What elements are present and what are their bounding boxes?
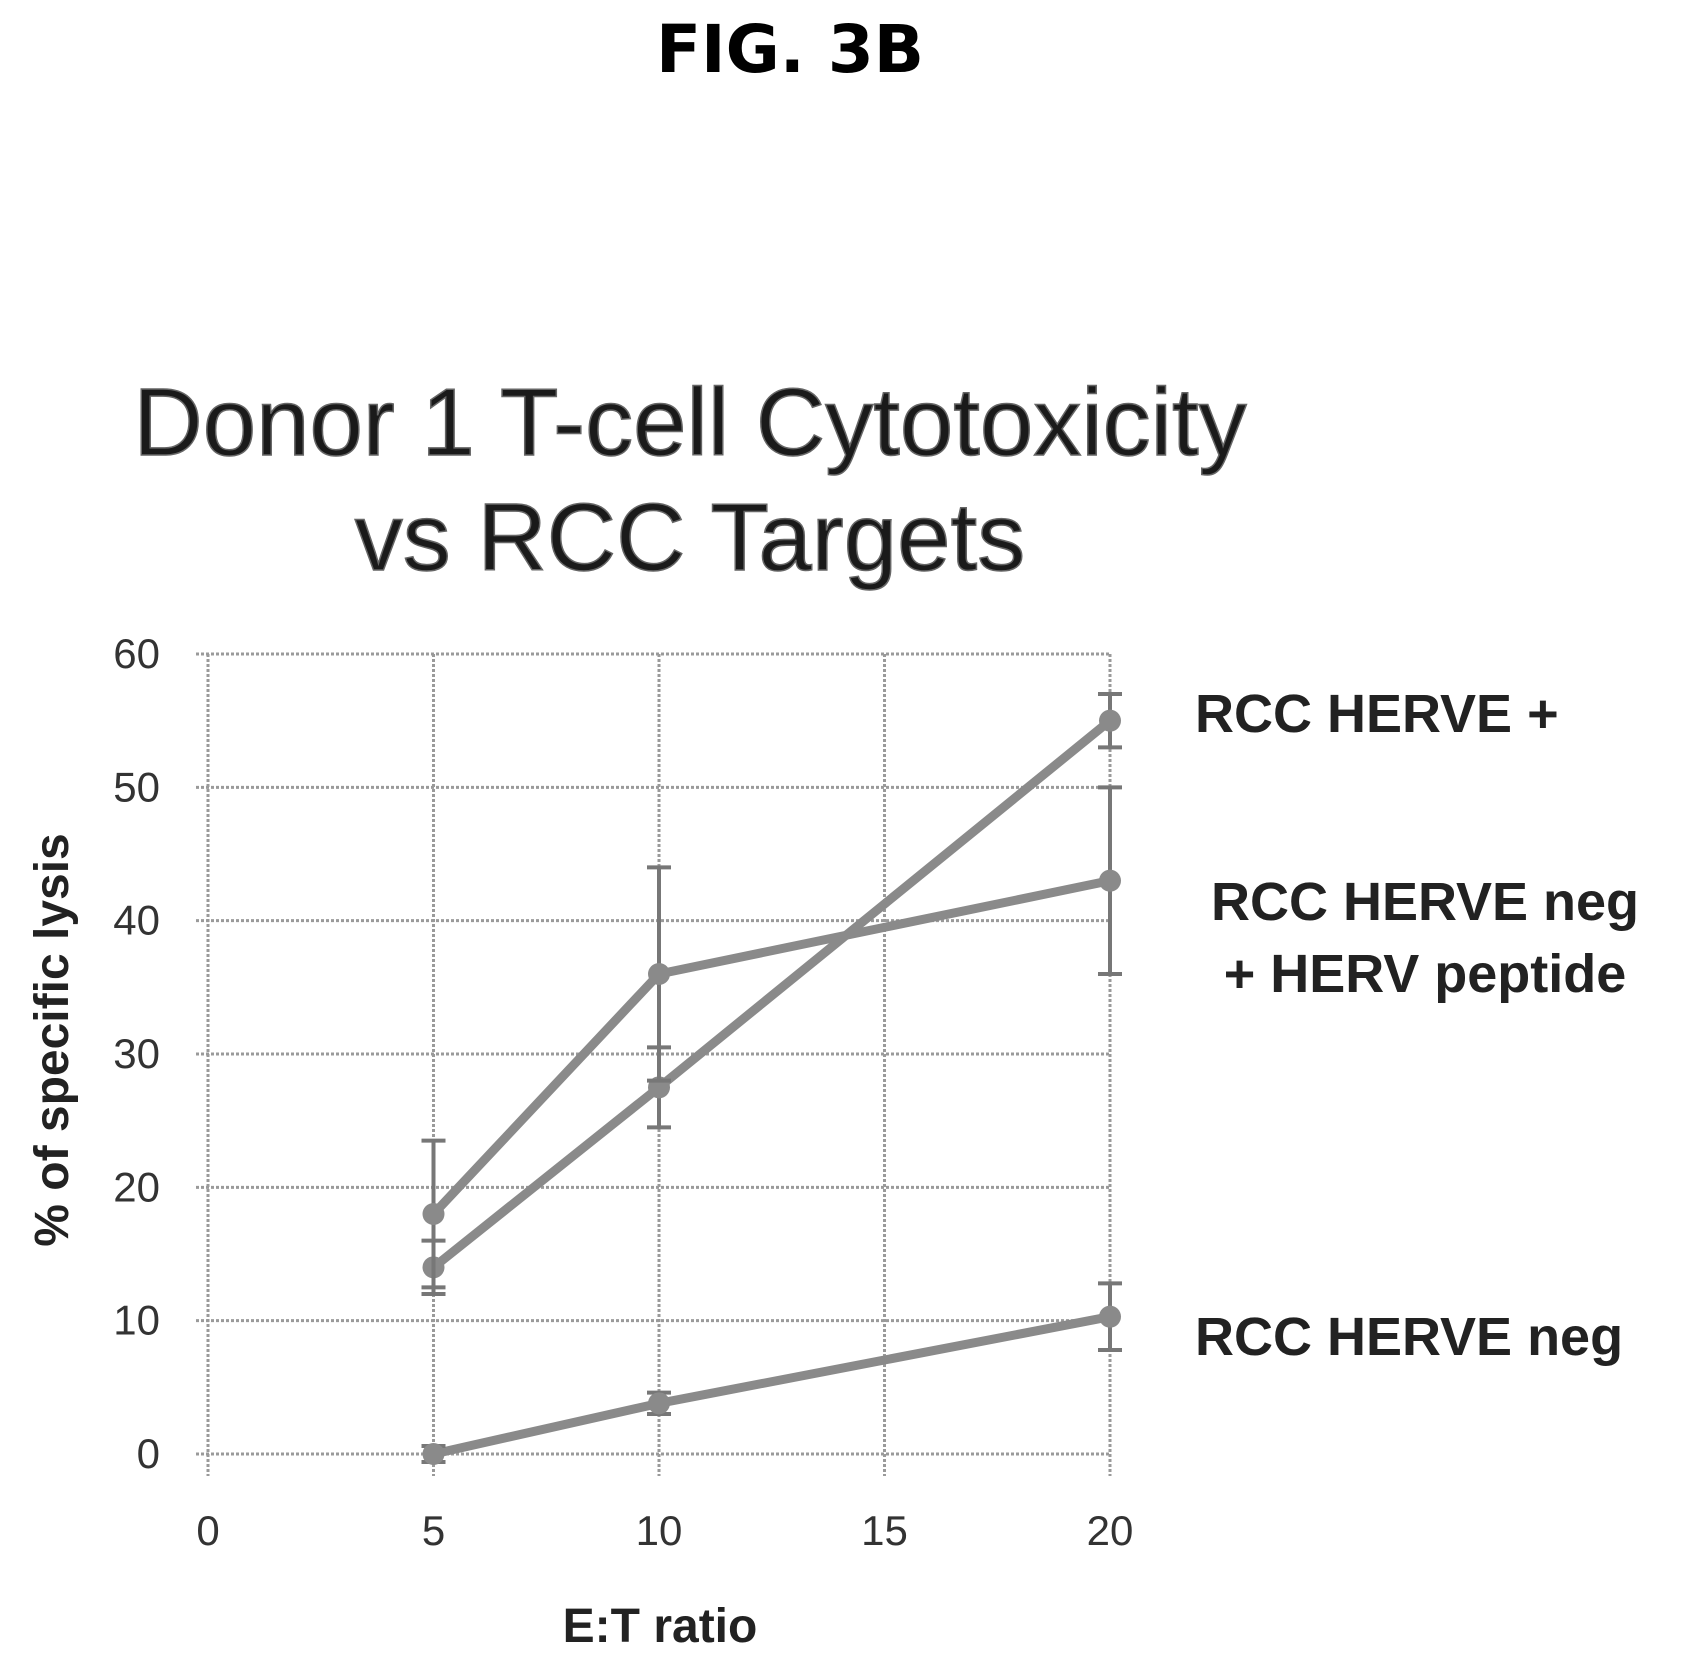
x-tick-label: 5 [422, 1507, 445, 1554]
figure-label: FIG. 3B [656, 11, 924, 88]
plot-area: 0 10 20 30 40 50 60 0 5 10 15 20 [113, 630, 1133, 1554]
data-point [1099, 709, 1121, 732]
x-tick-labels: 0 5 10 15 20 [196, 1507, 1133, 1554]
data-point [422, 1203, 445, 1225]
series-0 [421, 692, 1122, 1296]
y-tick-label: 0 [137, 1430, 160, 1477]
y-tick-label: 10 [113, 1297, 160, 1344]
data-point [648, 1392, 670, 1415]
legend-label: RCC HERVE neg [1195, 1307, 1623, 1367]
y-tick-label: 50 [113, 763, 160, 810]
chart-title-line-1: Donor 1 T-cell Cytotoxicity [133, 369, 1246, 476]
grid-layer [196, 652, 1112, 1476]
legend-label: RCC HERVE neg [1211, 872, 1639, 932]
series-line [429, 1312, 1115, 1459]
y-tick-label: 20 [113, 1163, 160, 1210]
legend: RCC HERVE + RCC HERVE neg + HERV peptide RC… [1195, 684, 1639, 1367]
data-point [422, 1443, 445, 1465]
x-tick-label: 0 [196, 1507, 219, 1554]
series-line [429, 876, 1115, 1219]
data-point [1099, 869, 1121, 892]
y-tick-label: 60 [113, 630, 160, 677]
x-tick-label: 20 [1087, 1507, 1134, 1554]
series-2 [421, 1281, 1122, 1465]
chart-title-line-2: vs RCC Targets [355, 484, 1025, 591]
legend-label: + HERV peptide [1224, 944, 1627, 1004]
data-point [648, 963, 670, 985]
x-axis-label: E:T ratio [563, 1600, 758, 1653]
y-tick-labels: 0 10 20 30 40 50 60 [113, 630, 160, 1477]
y-axis-label: % of specific lysis [26, 833, 79, 1247]
series-layer [421, 692, 1122, 1465]
data-point [1099, 1305, 1121, 1328]
x-tick-label: 15 [861, 1507, 908, 1554]
series-1 [421, 785, 1122, 1290]
x-tick-label: 10 [636, 1507, 683, 1554]
y-tick-label: 30 [113, 1030, 160, 1077]
y-tick-label: 40 [113, 897, 160, 944]
series-line [429, 716, 1115, 1272]
legend-label: RCC HERVE + [1195, 684, 1559, 744]
